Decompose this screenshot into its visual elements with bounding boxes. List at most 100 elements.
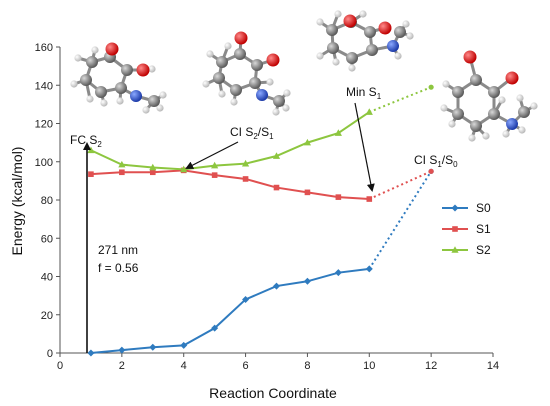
carbon-atom bbox=[452, 86, 464, 98]
carbon-atom bbox=[230, 84, 242, 96]
hydrogen-atom bbox=[442, 80, 450, 88]
oxygen-atom bbox=[105, 42, 119, 56]
nitrogen-atom bbox=[256, 89, 268, 101]
point-s1 bbox=[211, 172, 218, 178]
point-s2 bbox=[241, 159, 250, 167]
carbon-atom bbox=[518, 106, 530, 118]
oxygen-atom bbox=[505, 71, 519, 85]
point-s1 bbox=[304, 189, 311, 196]
carbon-atom bbox=[326, 24, 338, 36]
nitrogen-atom bbox=[387, 40, 399, 52]
molecule-ci-s2s1 bbox=[202, 31, 291, 116]
point-s0 bbox=[180, 341, 188, 349]
point-s1 bbox=[88, 171, 94, 177]
point-s2 bbox=[303, 138, 312, 146]
point-s0 bbox=[118, 346, 126, 354]
point-s2 bbox=[118, 160, 126, 168]
hydrogen-atom bbox=[359, 10, 367, 18]
nitrogen-atom bbox=[130, 90, 142, 102]
y-tick-label: 160 bbox=[35, 42, 53, 54]
x-tick-label: 14 bbox=[487, 360, 499, 372]
y-tick-label: 20 bbox=[41, 310, 53, 322]
carbon-atom bbox=[364, 26, 376, 38]
point-s1 bbox=[119, 169, 125, 176]
x-tick-label: 4 bbox=[181, 360, 187, 372]
carbon-atom bbox=[470, 120, 482, 132]
oscillator-strength-label: f = 0.56 bbox=[98, 261, 139, 275]
point-s2 bbox=[149, 163, 157, 171]
hydrogen-atom bbox=[202, 80, 210, 88]
carbon-atom bbox=[394, 26, 406, 38]
point-s2 bbox=[180, 165, 188, 173]
ci-s2s1-arrow bbox=[185, 141, 239, 169]
hydrogen-atom bbox=[70, 80, 78, 88]
y-tick-label: 120 bbox=[35, 119, 53, 131]
point-s2 bbox=[272, 152, 281, 159]
hydrogen-atom bbox=[266, 78, 274, 86]
y-tick-label: 80 bbox=[41, 195, 53, 207]
hydrogen-atom bbox=[86, 95, 94, 103]
y-tick-label: 40 bbox=[41, 272, 53, 284]
legend-marker-s1 bbox=[452, 226, 458, 232]
series-line-s0 bbox=[90, 267, 370, 354]
carbon-atom bbox=[95, 86, 107, 98]
hydrogen-atom bbox=[316, 52, 324, 60]
legend: S0 S1 S2 bbox=[442, 201, 491, 257]
series-extrapolation-s2 bbox=[368, 86, 432, 113]
point-s0 bbox=[87, 349, 95, 357]
oxygen-atom bbox=[234, 31, 248, 45]
legend-marker-s2 bbox=[451, 246, 459, 253]
hydrogen-atom bbox=[516, 94, 524, 102]
fc-sub: 2 bbox=[97, 140, 102, 149]
point-s0 bbox=[149, 343, 157, 351]
ci-s1s0-main: CI S bbox=[414, 153, 437, 167]
series-extrapolation-s0 bbox=[368, 170, 432, 270]
carbon-atom bbox=[148, 95, 160, 107]
hydrogen-atom bbox=[156, 104, 164, 112]
point-s0 bbox=[273, 282, 280, 290]
ci-s1s0-label: CI S1/S0 bbox=[414, 153, 458, 169]
carbon-atom bbox=[346, 52, 358, 64]
point-s0 bbox=[242, 295, 250, 303]
hydrogen-atom bbox=[530, 102, 538, 110]
hydrogen-atom bbox=[440, 104, 448, 112]
hydrogen-atom bbox=[394, 52, 402, 60]
series-group bbox=[87, 84, 434, 357]
hydrogen-atom bbox=[282, 104, 290, 112]
hydrogen-atom bbox=[74, 54, 82, 62]
x-axis-title: Reaction Coordinate bbox=[209, 385, 337, 401]
x-tick-label: 6 bbox=[243, 360, 249, 372]
oxygen-atom bbox=[463, 50, 477, 64]
carbon-atom bbox=[249, 77, 261, 89]
ci-s1s0-sub2: 0 bbox=[453, 160, 458, 169]
hydrogen-atom bbox=[100, 99, 108, 107]
carbon-atom bbox=[115, 82, 127, 94]
ci-s2s1-sub2: 1 bbox=[269, 132, 274, 141]
x-tick-label: 0 bbox=[57, 360, 63, 372]
hydrogen-atom bbox=[502, 130, 510, 138]
ci-s2s1-slash: /S bbox=[258, 125, 269, 139]
nitrogen-atom bbox=[506, 118, 518, 130]
hydrogen-atom bbox=[283, 89, 291, 97]
x-tick-label: 8 bbox=[304, 360, 310, 372]
hydrogen-atom bbox=[518, 126, 526, 134]
min-s1-label: Min S1 bbox=[346, 85, 382, 101]
oxygen-atom bbox=[136, 63, 150, 77]
hydrogen-atom bbox=[468, 134, 476, 142]
hydrogen-atom bbox=[224, 42, 232, 50]
wavelength-label: 271 nm bbox=[98, 243, 138, 257]
fc-main: FC S bbox=[70, 133, 97, 147]
hydrogen-atom bbox=[272, 108, 280, 116]
fc-s2-label: FC S2 bbox=[70, 133, 102, 149]
ci-s2s1-main: CI S bbox=[230, 125, 253, 139]
series-extrapolation-s1 bbox=[368, 170, 432, 200]
carbon-atom bbox=[251, 59, 263, 71]
molecule-structures bbox=[70, 10, 538, 142]
min-main: Min S bbox=[346, 85, 377, 99]
y-tick-label: 100 bbox=[35, 157, 53, 169]
point-s1 bbox=[366, 196, 373, 202]
carbon-atom bbox=[470, 74, 482, 86]
min-sub: 1 bbox=[377, 92, 382, 101]
carbon-atom bbox=[488, 108, 500, 120]
